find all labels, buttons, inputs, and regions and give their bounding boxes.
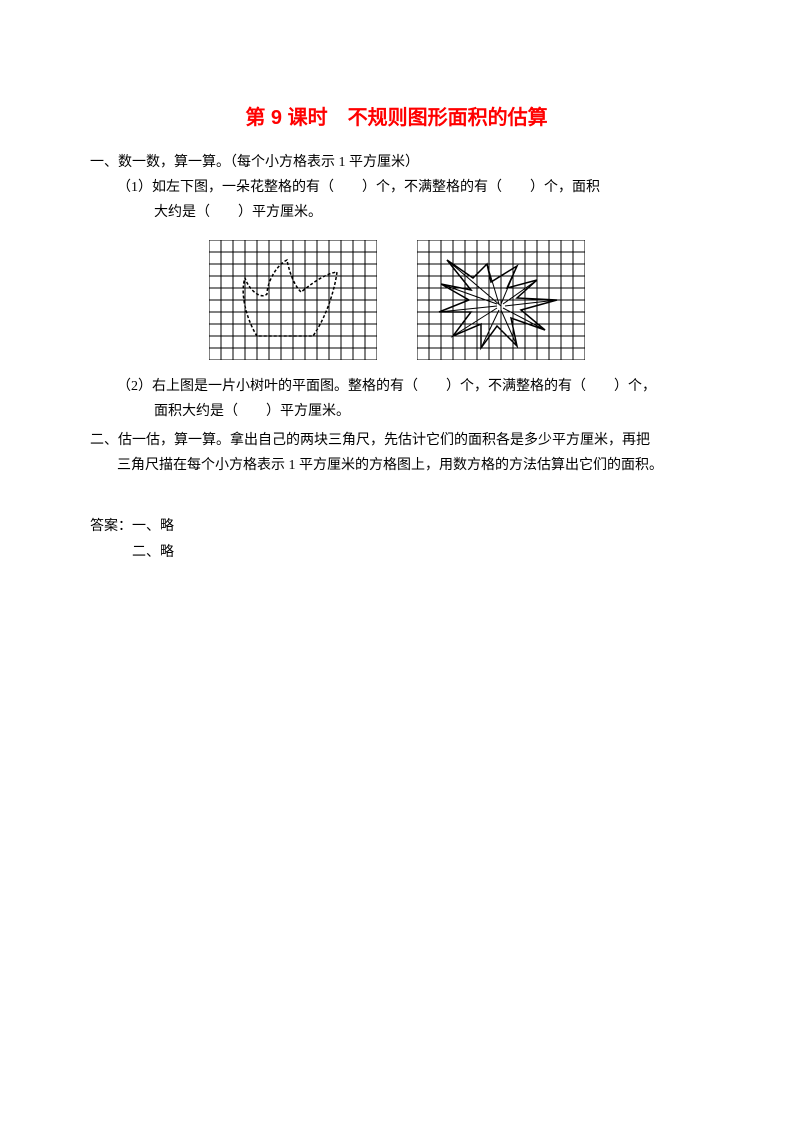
leaf-figure — [417, 240, 585, 360]
page-title: 第 9 课时 不规则图形面积的估算 — [90, 100, 703, 136]
q1-sub2-line2: 面积大约是（ ）平方厘米。 — [154, 399, 703, 424]
q2-line2: 三角尺描在每个小方格表示 1 平方厘米的方格图上，用数方格的方法估算出它们的面积… — [117, 453, 703, 478]
answer-line2: 二、略 — [132, 540, 703, 565]
q1-sub1-line1: （1）如左下图，一朵花整格的有（ ）个，不满整格的有（ ）个，面积 — [117, 175, 703, 200]
answers-section: 答案：一、略 二、略 — [90, 514, 703, 564]
figure-container — [90, 240, 703, 360]
q1-header: 一、数一数，算一算。（每个小方格表示 1 平方厘米） — [90, 150, 703, 175]
question-2: 二、估一估，算一算。拿出自己的两块三角尺，先估计它们的面积各是多少平方厘米，再把… — [90, 428, 703, 478]
question-1: 一、数一数，算一算。（每个小方格表示 1 平方厘米） （1）如左下图，一朵花整格… — [90, 150, 703, 424]
flower-figure — [209, 240, 377, 360]
answer-line1: 答案：一、略 — [90, 514, 703, 539]
q1-sub2-line1: （2）右上图是一片小树叶的平面图。整格的有（ ）个，不满整格的有（ ）个， — [117, 374, 703, 399]
q2-line1: 二、估一估，算一算。拿出自己的两块三角尺，先估计它们的面积各是多少平方厘米，再把 — [90, 428, 703, 453]
q1-sub1-line2: 大约是（ ）平方厘米。 — [154, 200, 703, 225]
